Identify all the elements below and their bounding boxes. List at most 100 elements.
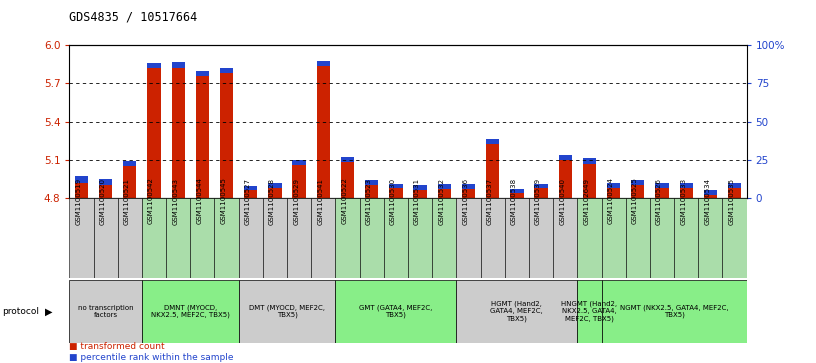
Text: GSM1100522: GSM1100522	[342, 178, 348, 224]
Bar	[123, 166, 136, 198]
Bar	[486, 139, 499, 144]
Bar	[486, 144, 499, 198]
Bar	[510, 193, 524, 198]
Bar	[389, 188, 402, 198]
Bar	[220, 68, 233, 73]
Bar	[196, 71, 209, 76]
Bar	[215, 198, 238, 278]
Bar	[432, 198, 456, 278]
Text: GSM1102649: GSM1102649	[583, 178, 589, 225]
Bar	[631, 185, 645, 198]
Bar	[238, 280, 335, 343]
Text: HGMT (Hand2,
GATA4, MEF2C,
TBX5): HGMT (Hand2, GATA4, MEF2C, TBX5)	[490, 301, 543, 322]
Bar	[75, 183, 88, 198]
Bar	[583, 163, 596, 198]
Bar	[287, 198, 311, 278]
Text: GSM1100531: GSM1100531	[414, 178, 420, 225]
Bar	[384, 198, 408, 278]
Bar	[268, 183, 282, 188]
Bar	[462, 184, 475, 189]
Bar	[553, 198, 577, 278]
Bar	[728, 183, 741, 188]
Text: GSM1100533: GSM1100533	[681, 178, 686, 225]
Bar	[534, 184, 548, 188]
Text: GSM1100538: GSM1100538	[511, 178, 517, 225]
Bar	[196, 76, 209, 198]
Bar	[335, 280, 456, 343]
Bar	[171, 68, 185, 198]
Bar	[118, 198, 142, 278]
Bar	[481, 198, 505, 278]
Text: GSM1100541: GSM1100541	[317, 178, 323, 225]
Bar	[292, 160, 306, 165]
Bar	[437, 184, 451, 189]
Bar	[311, 198, 335, 278]
Bar	[166, 198, 190, 278]
Bar	[728, 188, 741, 198]
Bar	[722, 198, 747, 278]
Text: GSM1100530: GSM1100530	[390, 178, 396, 225]
Text: DMT (MYOCD, MEF2C,
TBX5): DMT (MYOCD, MEF2C, TBX5)	[249, 304, 325, 318]
Bar	[680, 183, 693, 188]
Bar	[510, 189, 524, 193]
Bar	[462, 189, 475, 198]
Text: GSM1100520: GSM1100520	[100, 178, 105, 225]
Bar	[680, 188, 693, 198]
Bar	[142, 198, 166, 278]
Text: GSM1100539: GSM1100539	[535, 178, 541, 225]
Bar	[238, 198, 263, 278]
Text: GSM1100542: GSM1100542	[148, 178, 154, 224]
Text: ■ transformed count: ■ transformed count	[69, 342, 165, 351]
Bar	[292, 165, 306, 198]
Bar	[317, 66, 330, 198]
Text: GSM1100527: GSM1100527	[245, 178, 251, 225]
Bar	[389, 184, 402, 188]
Bar	[577, 280, 601, 343]
Bar	[607, 183, 620, 188]
Bar	[601, 198, 626, 278]
Bar	[335, 198, 360, 278]
Text: GSM1100526: GSM1100526	[656, 178, 662, 225]
Text: HNGMT (Hand2,
NKX2.5, GATA4,
MEF2C, TBX5): HNGMT (Hand2, NKX2.5, GATA4, MEF2C, TBX5…	[561, 301, 618, 322]
Bar	[142, 280, 238, 343]
Bar	[607, 188, 620, 198]
Text: GMT (GATA4, MEF2C,
TBX5): GMT (GATA4, MEF2C, TBX5)	[359, 304, 432, 318]
Bar	[626, 198, 650, 278]
Text: GSM1100534: GSM1100534	[704, 178, 711, 225]
Text: GSM1100535: GSM1100535	[729, 178, 734, 225]
Bar	[268, 188, 282, 198]
Bar	[148, 63, 161, 68]
Bar	[220, 73, 233, 198]
Bar	[703, 195, 717, 198]
Bar	[437, 189, 451, 198]
Text: GSM1100525: GSM1100525	[632, 178, 638, 224]
Text: protocol: protocol	[2, 307, 38, 316]
Bar	[99, 185, 113, 198]
Bar	[583, 158, 596, 163]
Text: no transcription
factors: no transcription factors	[78, 305, 134, 318]
Bar	[534, 188, 548, 198]
Text: GSM1100529: GSM1100529	[293, 178, 299, 225]
Text: ▶: ▶	[45, 306, 52, 316]
Bar	[317, 61, 330, 66]
Bar	[69, 280, 142, 343]
Text: GSM1100537: GSM1100537	[486, 178, 493, 225]
Bar	[244, 186, 257, 190]
Bar	[674, 198, 698, 278]
Bar	[703, 190, 717, 195]
Text: GSM1100521: GSM1100521	[124, 178, 130, 225]
Text: GSM1100519: GSM1100519	[75, 178, 82, 225]
Text: GSM1100523: GSM1100523	[366, 178, 372, 225]
Bar	[698, 198, 722, 278]
Text: NGMT (NKX2.5, GATA4, MEF2C,
TBX5): NGMT (NKX2.5, GATA4, MEF2C, TBX5)	[620, 304, 729, 318]
Bar	[631, 180, 645, 185]
Bar	[244, 190, 257, 198]
Text: GSM1100536: GSM1100536	[463, 178, 468, 225]
Bar	[341, 162, 354, 198]
Bar	[414, 185, 427, 190]
Bar	[456, 198, 481, 278]
Text: ■ percentile rank within the sample: ■ percentile rank within the sample	[69, 353, 234, 362]
Text: GSM1100524: GSM1100524	[608, 178, 614, 224]
Bar	[529, 198, 553, 278]
Bar	[650, 198, 674, 278]
